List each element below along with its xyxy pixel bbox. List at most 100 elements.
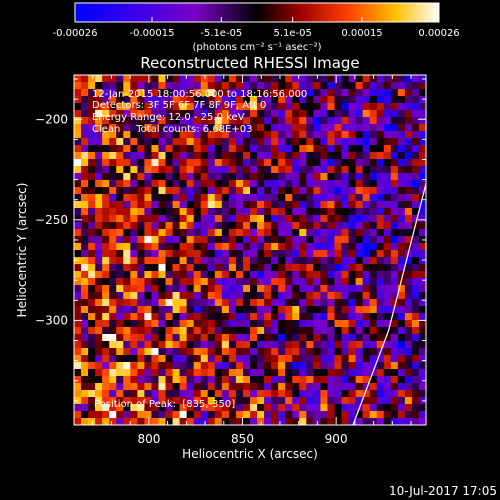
- heatmap-cell: [242, 96, 251, 104]
- heatmap-cell: [165, 96, 173, 104]
- heatmap-cell: [109, 173, 117, 181]
- heatmap-cell: [257, 299, 265, 307]
- heatmap-cell: [242, 89, 251, 97]
- heatmap-cell: [313, 355, 321, 363]
- heatmap-cell: [341, 152, 349, 160]
- heatmap-cell: [264, 313, 272, 321]
- heatmap-cell: [278, 404, 286, 412]
- heatmap-cell: [116, 285, 124, 293]
- heatmap-cell: [278, 411, 286, 419]
- heatmap-cell: [383, 362, 392, 370]
- heatmap-cell: [200, 103, 209, 111]
- heatmap-cell: [235, 243, 244, 251]
- heatmap-cell: [228, 397, 237, 405]
- heatmap-cell: [74, 166, 82, 174]
- heatmap-cell: [348, 96, 356, 104]
- heatmap-cell: [172, 110, 180, 118]
- heatmap-cell: [411, 180, 420, 188]
- heatmap-cell: [313, 271, 321, 279]
- heatmap-cell: [144, 355, 152, 363]
- heatmap-cell: [95, 306, 103, 314]
- heatmap-cell: [299, 96, 307, 104]
- heatmap-cell: [144, 215, 152, 223]
- heatmap-cell: [207, 110, 216, 118]
- heatmap-cell: [95, 355, 103, 363]
- heatmap-cell: [221, 75, 230, 83]
- heatmap-cell: [334, 271, 342, 279]
- heatmap-cell: [102, 250, 110, 258]
- heatmap-cell: [193, 355, 202, 363]
- heatmap-cell: [341, 285, 349, 293]
- heatmap-cell: [306, 103, 314, 111]
- heatmap-cell: [327, 222, 335, 230]
- heatmap-cell: [278, 278, 286, 286]
- heatmap-cell: [327, 411, 335, 419]
- heatmap-cell: [390, 96, 399, 104]
- heatmap-cell: [292, 117, 300, 125]
- heatmap-cell: [116, 404, 124, 412]
- heatmap-cell: [271, 110, 279, 118]
- heatmap-cell: [404, 327, 413, 335]
- heatmap-cell: [172, 397, 180, 405]
- heatmap-cell: [278, 306, 286, 314]
- heatmap-cell: [172, 145, 180, 153]
- heatmap-cell: [109, 138, 117, 146]
- heatmap-cell: [404, 187, 413, 195]
- heatmap-cell: [299, 201, 307, 209]
- heatmap-cell: [278, 166, 286, 174]
- heatmap-cell: [257, 180, 265, 188]
- heatmap-cell: [130, 159, 138, 167]
- heatmap-cell: [313, 229, 321, 237]
- heatmap-cell: [235, 264, 244, 272]
- heatmap-cell: [200, 138, 209, 146]
- heatmap-cell: [348, 397, 356, 405]
- heatmap-cell: [172, 341, 180, 349]
- heatmap-cell: [313, 173, 321, 181]
- heatmap-cell: [404, 96, 413, 104]
- heatmap-cell: [165, 299, 173, 307]
- heatmap-cell: [242, 397, 251, 405]
- heatmap-cell: [278, 327, 286, 335]
- heatmap-cell: [320, 194, 328, 202]
- heatmap-cell: [397, 201, 406, 209]
- heatmap-cell: [334, 89, 342, 97]
- heatmap-cell: [285, 187, 293, 195]
- heatmap-cell: [411, 194, 420, 202]
- heatmap-cell: [348, 341, 356, 349]
- heatmap-cell: [362, 145, 371, 153]
- heatmap-cell: [207, 243, 216, 251]
- heatmap-cell: [264, 418, 272, 425]
- heatmap-cell: [207, 96, 216, 104]
- heatmap-cell: [151, 131, 159, 139]
- heatmap-cell: [228, 159, 237, 167]
- heatmap-cell: [228, 257, 237, 265]
- heatmap-cell: [397, 306, 406, 314]
- heatmap-cell: [214, 96, 223, 104]
- heatmap-cell: [165, 271, 173, 279]
- heatmap-cell: [411, 390, 420, 398]
- heatmap-cell: [341, 313, 349, 321]
- heatmap-cell: [250, 271, 258, 279]
- heatmap-cell: [383, 173, 392, 181]
- heatmap-cell: [271, 180, 279, 188]
- heatmap-cell: [271, 194, 279, 202]
- heatmap-cell: [235, 110, 244, 118]
- heatmap-cell: [123, 124, 131, 132]
- heatmap-cell: [341, 250, 349, 258]
- heatmap-cell: [235, 187, 244, 195]
- heatmap-cell: [137, 334, 145, 342]
- heatmap-cell: [221, 82, 230, 90]
- heatmap-cell: [102, 75, 110, 83]
- heatmap-cell: [179, 327, 188, 335]
- heatmap-cell: [200, 313, 209, 321]
- heatmap-cell: [306, 418, 314, 425]
- heatmap-cell: [264, 285, 272, 293]
- heatmap-cell: [200, 208, 209, 216]
- heatmap-cell: [95, 390, 103, 398]
- heatmap-cell: [123, 159, 131, 167]
- heatmap-cell: [397, 75, 406, 83]
- heatmap-cell: [376, 250, 385, 258]
- heatmap-cell: [81, 362, 89, 370]
- heatmap-cell: [116, 369, 124, 377]
- heatmap-cell: [172, 327, 180, 335]
